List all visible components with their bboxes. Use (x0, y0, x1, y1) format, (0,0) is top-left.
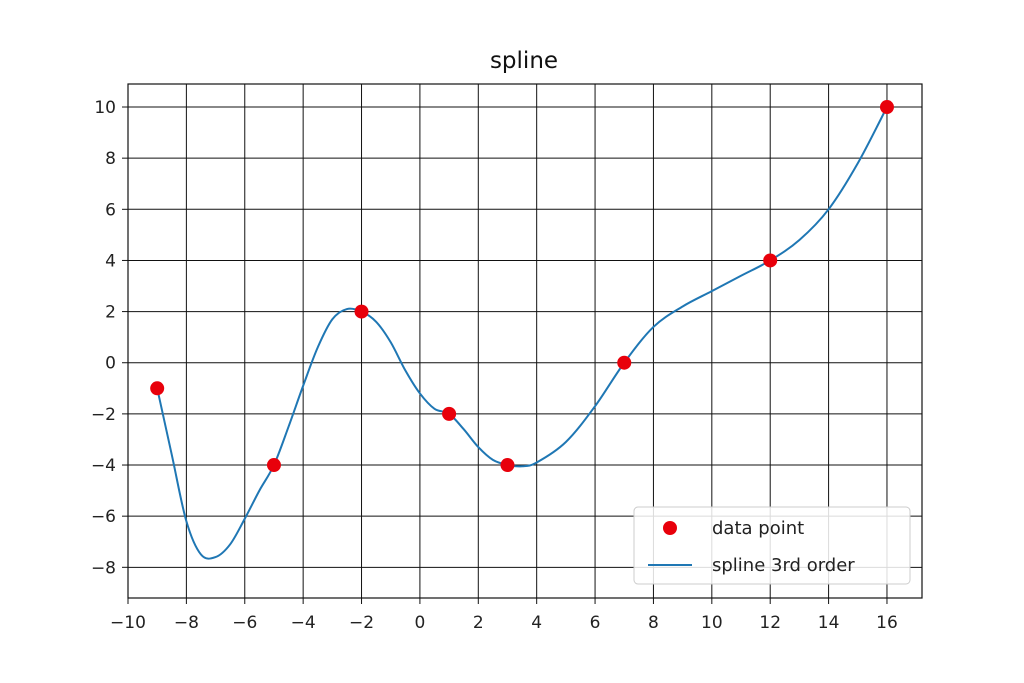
x-tick-label: 16 (876, 613, 898, 633)
legend-label-data-point: data point (712, 518, 804, 539)
legend-box (633, 506, 911, 585)
data-point (500, 458, 515, 473)
data-point (354, 304, 369, 319)
y-tick-label: 10 (94, 98, 116, 118)
y-tick-label: 2 (105, 303, 116, 323)
x-tick-label: −4 (291, 613, 316, 633)
y-tick-label: 6 (105, 200, 116, 220)
x-tick-label: −6 (232, 613, 257, 633)
y-tick-label: 8 (105, 149, 116, 169)
y-tick-labels: −8 −6 −4 −2 0 2 4 6 8 10 (91, 98, 116, 578)
y-tick-label: −2 (91, 405, 116, 425)
point-layer (150, 100, 894, 473)
data-point (442, 406, 457, 421)
x-tick-label: 0 (414, 613, 425, 633)
axes-frame (122, 83, 923, 604)
x-tick-label: −8 (174, 613, 199, 633)
x-tick-label: 14 (818, 613, 840, 633)
y-tick-label: −6 (91, 507, 116, 527)
x-tick-label: 8 (648, 613, 659, 633)
x-tick-label: 12 (759, 613, 781, 633)
legend-label-spline: spline 3rd order (712, 555, 855, 576)
x-tick-label: 10 (701, 613, 723, 633)
x-tick-label: 2 (473, 613, 484, 633)
data-point (617, 355, 632, 370)
chart-title: spline (490, 48, 558, 74)
x-tick-label: −2 (349, 613, 374, 633)
y-tick-label: 0 (105, 354, 116, 374)
data-point (150, 381, 165, 396)
spline-line (156, 106, 888, 560)
data-point (266, 458, 281, 473)
y-tick-label: 4 (105, 251, 116, 271)
plot-frame (127, 83, 923, 599)
y-tick-label: −8 (91, 558, 116, 578)
line-layer (156, 106, 888, 560)
x-tick-label: 4 (531, 613, 542, 633)
data-point (763, 253, 778, 268)
x-tick-labels: −10 −8 −6 −4 −2 0 2 4 6 8 10 12 14 16 (110, 613, 898, 633)
legend: data point spline 3rd order (633, 506, 911, 585)
x-tick-label: 6 (590, 613, 601, 633)
y-tick-label: −4 (91, 456, 116, 476)
x-tick-label: −10 (110, 613, 146, 633)
legend-scatter-marker (663, 521, 677, 535)
data-point (879, 100, 894, 115)
